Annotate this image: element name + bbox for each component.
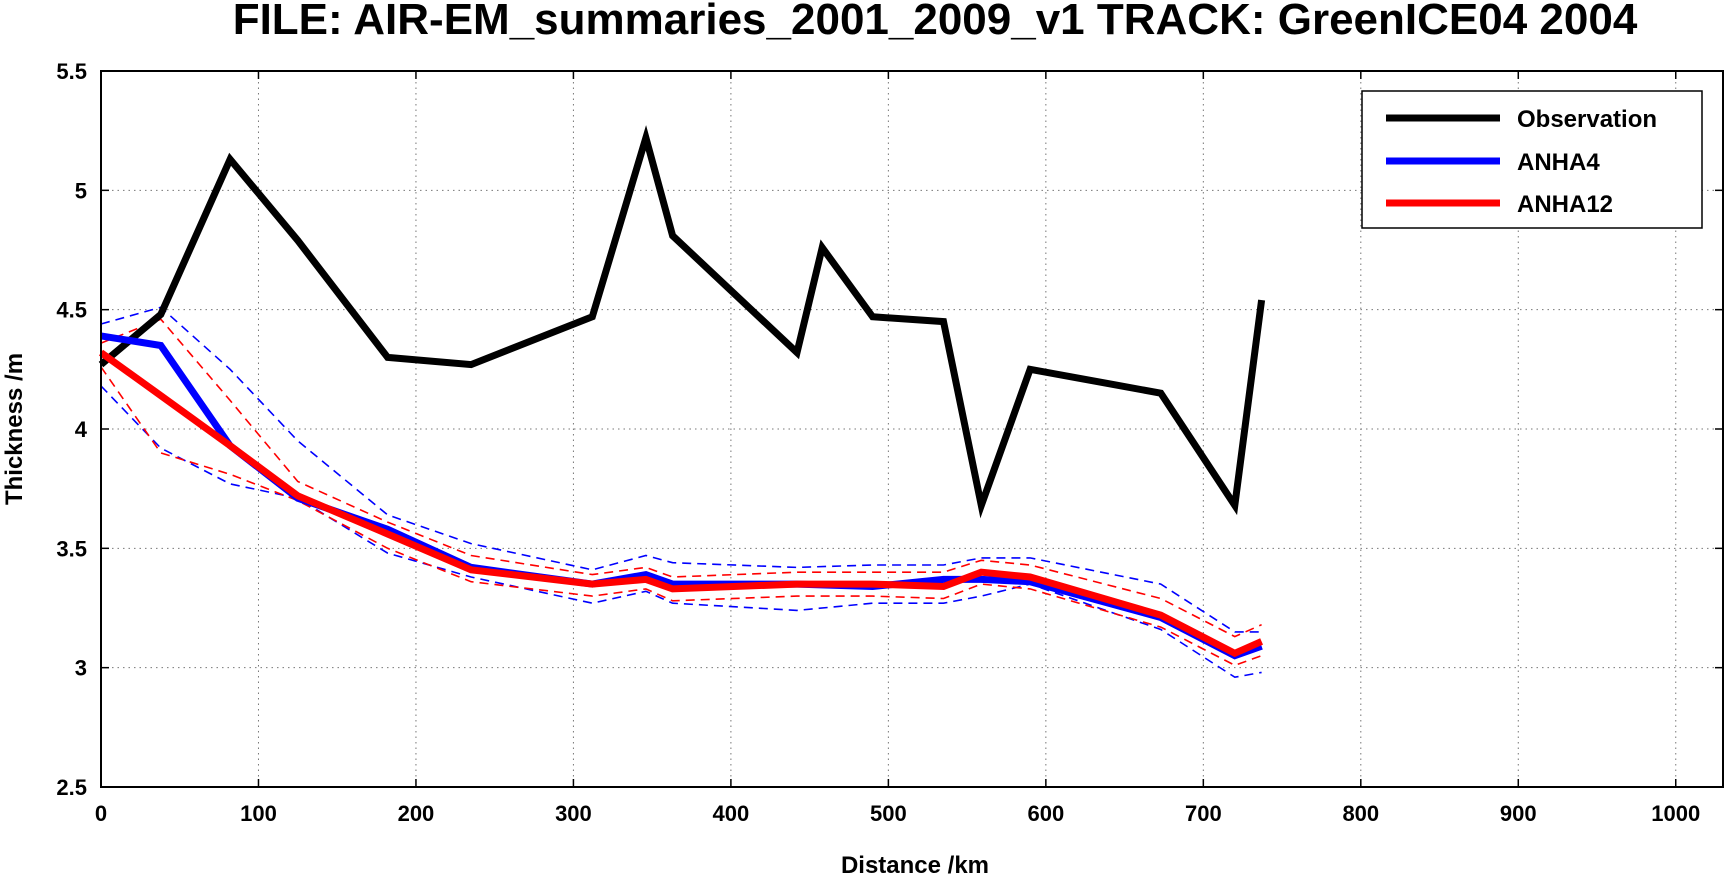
x-tick-label: 600 bbox=[1027, 801, 1064, 826]
x-tick-label: 1000 bbox=[1651, 801, 1700, 826]
y-tick-label: 3.5 bbox=[56, 536, 87, 561]
y-tick-label: 2.5 bbox=[56, 775, 87, 800]
x-tick-label: 300 bbox=[555, 801, 592, 826]
x-tick-label: 900 bbox=[1500, 801, 1537, 826]
x-tick-label: 0 bbox=[95, 801, 107, 826]
y-axis-label: Thickness /m bbox=[1, 353, 28, 505]
x-tick-label: 100 bbox=[240, 801, 277, 826]
series-lines bbox=[98, 125, 1266, 679]
series-line-observation bbox=[98, 125, 1266, 519]
grid-lines bbox=[101, 71, 1723, 787]
x-tick-label: 200 bbox=[398, 801, 435, 826]
y-tick-label: 5 bbox=[75, 178, 87, 203]
y-tick-label: 3 bbox=[75, 656, 87, 681]
x-tick-label: 800 bbox=[1342, 801, 1379, 826]
series-line-anha12-envelope-6 bbox=[100, 366, 1262, 667]
axis-ticks: 0 100 200 300 400 500 600 700 800 900 1000 2.5 3 3.5 4… bbox=[56, 59, 1723, 826]
x-tick-label: 500 bbox=[870, 801, 907, 826]
y-tick-label: 4 bbox=[75, 417, 88, 442]
series-line-anha12-envelope-5 bbox=[100, 318, 1262, 638]
x-tick-label: 400 bbox=[713, 801, 750, 826]
series-line-anha4-envelope-3 bbox=[100, 306, 1262, 633]
legend-anha4-label: ANHA4 bbox=[1517, 149, 1600, 176]
y-tick-label: 4.5 bbox=[56, 298, 87, 323]
series-line-anha12 bbox=[98, 349, 1264, 658]
chart-title: FILE: AIR-EM_summaries_2001_2009_v1 TRAC… bbox=[233, 0, 1638, 44]
series-line-anha4-envelope-4 bbox=[100, 385, 1262, 679]
series-line-anha4 bbox=[100, 332, 1263, 660]
x-axis-label: Distance /km bbox=[841, 852, 989, 877]
legend-anha12-label: ANHA12 bbox=[1517, 191, 1613, 218]
x-tick-label: 700 bbox=[1185, 801, 1222, 826]
legend-observation-label: Observation bbox=[1517, 106, 1657, 133]
y-tick-label: 5.5 bbox=[56, 59, 87, 84]
legend: Observation ANHA4 ANHA12 bbox=[1361, 90, 1703, 229]
